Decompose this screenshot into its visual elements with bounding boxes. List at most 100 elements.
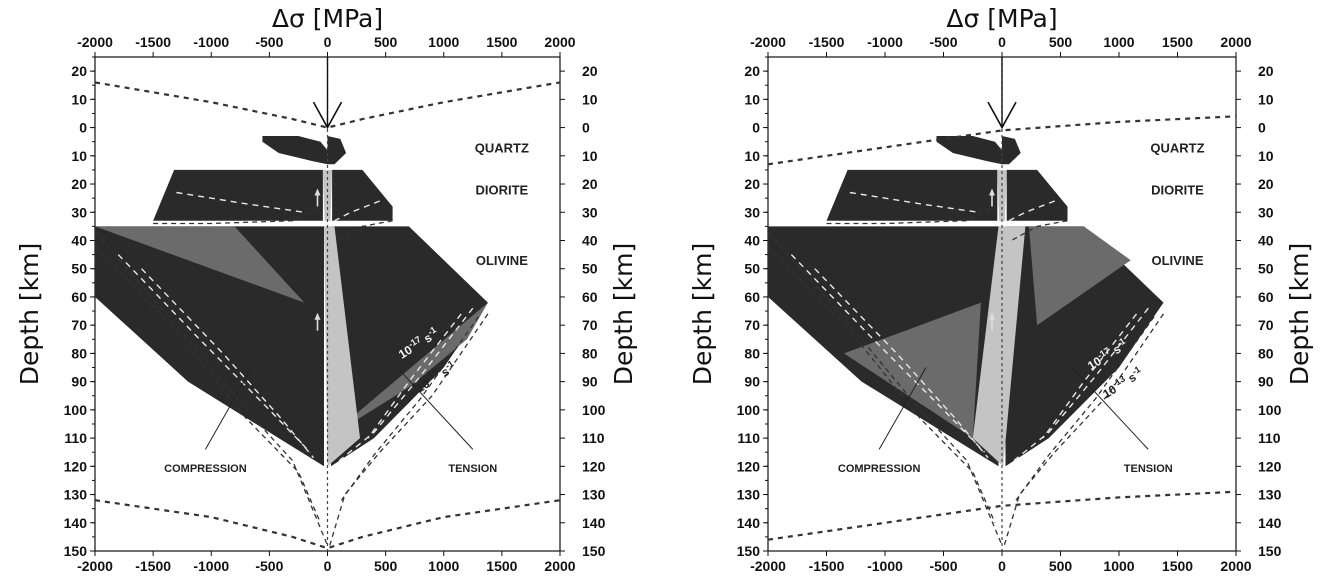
y-tick-label-left: 60 xyxy=(744,289,760,305)
uplift-arrow-diorite-head xyxy=(314,188,321,196)
x-axis-title: Δσ [MPa] xyxy=(272,4,383,33)
y-tick-label-right: 40 xyxy=(1258,232,1274,248)
y-tick-label-right: 10 xyxy=(1258,91,1274,107)
y-axis-title-left: Depth [km] xyxy=(15,243,44,385)
panel-left: -2000 -2000 -1500 -1500 -1000 -1000 -500 -500 0 0… xyxy=(15,4,638,574)
x-tick-label-top: -1500 xyxy=(135,34,171,50)
x-tick-label-top: 2000 xyxy=(1220,34,1251,50)
y-tick-label-left: 140 xyxy=(64,515,88,531)
y-tick-label-right: 150 xyxy=(1258,543,1282,559)
x-tick-label-top: 500 xyxy=(1049,34,1073,50)
y-tick-label-left: 80 xyxy=(71,345,87,361)
olivine-neutral-wedge xyxy=(972,226,1026,467)
x-tick-label-top: -1000 xyxy=(193,34,229,50)
x-tick-label-top: 1000 xyxy=(428,34,459,50)
x-tick-label-bottom: 1000 xyxy=(1103,558,1134,574)
y-tick-label-left: 70 xyxy=(744,317,760,333)
x-tick-label-bottom: -2000 xyxy=(77,558,113,574)
diorite-envelope-compression xyxy=(826,206,996,225)
y-tick-label-left: 0 xyxy=(752,120,760,136)
quartz-tension-region xyxy=(327,136,347,165)
y-tick-label-right: 120 xyxy=(1258,458,1282,474)
diorite-envelope-compression-inner xyxy=(849,191,979,213)
olivine-compression-wedge xyxy=(95,226,305,303)
x-tick-label-bottom: -500 xyxy=(929,558,957,574)
y-tick-label-left: 80 xyxy=(744,345,760,361)
olivine-compression-wedge xyxy=(844,302,981,439)
y-tick-label-right: 70 xyxy=(582,317,598,333)
y-tick-label-right: 130 xyxy=(582,487,606,503)
y-tick-label-right: 30 xyxy=(582,204,598,220)
x-tick-label-top: 1500 xyxy=(486,34,517,50)
y-tick-label-right: 90 xyxy=(1258,374,1274,390)
olivine-neutral-wedge xyxy=(324,226,360,467)
tension-envelope-outer xyxy=(329,313,489,546)
label-compression: COMPRESSION xyxy=(164,463,247,475)
y-tick-label-left: 150 xyxy=(64,543,88,559)
x-tick-label-top: 2000 xyxy=(544,34,575,50)
y-axis-title-left: Depth [km] xyxy=(688,243,717,385)
x-tick-label-bottom: -2000 xyxy=(750,558,786,574)
y-tick-label-right: 10 xyxy=(582,91,598,107)
label-compression: COMPRESSION xyxy=(838,463,921,475)
x-tick-label-bottom: -500 xyxy=(255,558,283,574)
label-diorite: DIORITE xyxy=(476,183,529,198)
x-tick-label-top: -2000 xyxy=(750,34,786,50)
y-tick-label-left: 40 xyxy=(744,232,760,248)
y-tick-label-left: 50 xyxy=(744,261,760,277)
y-tick-label-left: 70 xyxy=(71,317,87,333)
tension-envelope-inner-2 xyxy=(1042,313,1138,439)
y-tick-label-left: 100 xyxy=(64,402,88,418)
label-quartz: QUARTZ xyxy=(475,140,529,155)
y-tick-label-left: 140 xyxy=(737,515,761,531)
y-tick-label-right: 60 xyxy=(582,289,598,305)
compression-envelope-inner-2 xyxy=(140,268,315,459)
x-tick-label-bottom: 1000 xyxy=(428,558,459,574)
diorite-compression-region xyxy=(153,169,323,221)
label-olivine: OLIVINE xyxy=(476,253,528,268)
y-tick-label-right: 20 xyxy=(1258,63,1274,79)
compression-envelope-outer xyxy=(767,231,1003,546)
uplift-arrow-diorite-head xyxy=(989,188,995,196)
x-tick-label-bottom: -1000 xyxy=(193,558,229,574)
y-tick-label-left: 10 xyxy=(744,91,760,107)
y-tick-label-left: 100 xyxy=(737,402,761,418)
tension-leader-line xyxy=(396,367,474,450)
y-tick-label-left: 20 xyxy=(744,63,760,79)
y-tick-label-right: 50 xyxy=(1258,261,1274,277)
x-tick-label-bottom: 1500 xyxy=(1162,558,1193,574)
y-tick-label-right: 60 xyxy=(1258,289,1274,305)
y-tick-label-right: 80 xyxy=(582,345,598,361)
x-tick-label-top: -500 xyxy=(255,34,283,50)
x-tick-label-bottom: 500 xyxy=(374,558,398,574)
x-tick-label-bottom: -1000 xyxy=(867,558,903,574)
y-tick-label-right: 90 xyxy=(582,374,598,390)
y-tick-label-left: 90 xyxy=(744,374,760,390)
y-tick-label-right: 30 xyxy=(1258,204,1274,220)
y-tick-label-right: 20 xyxy=(1258,176,1274,192)
diorite-envelope-compression-inner xyxy=(176,191,305,213)
y-tick-label-left: 10 xyxy=(71,91,87,107)
x-tick-label-bottom: 1500 xyxy=(486,558,517,574)
y-tick-label-right: 20 xyxy=(582,63,598,79)
uplift-arrow-olivine-head xyxy=(314,312,321,320)
x-tick-label-top: 500 xyxy=(374,34,398,50)
x-tick-label-bottom: 0 xyxy=(324,558,332,574)
x-tick-label-top: 1500 xyxy=(1162,34,1193,50)
y-tick-label-left: 10 xyxy=(71,148,87,164)
y-tick-label-right: 10 xyxy=(1258,148,1274,164)
label-tension: TENSION xyxy=(448,463,497,475)
strain-rate-slow-label: 10-17 s-1 xyxy=(395,324,441,361)
x-tick-label-bottom: 500 xyxy=(1049,558,1073,574)
compression-envelope-inner xyxy=(117,254,311,453)
strain-rate-fast-label: 10-13 s-1 xyxy=(1099,364,1145,401)
y-axis-title-right: Depth [km] xyxy=(609,243,638,385)
y-tick-label-right: 140 xyxy=(582,515,606,531)
x-tick-label-bottom: -1500 xyxy=(809,558,845,574)
x-tick-label-top: -2000 xyxy=(77,34,113,50)
x-axis-title: Δσ [MPa] xyxy=(946,4,1057,33)
x-tick-label-bottom: 2000 xyxy=(544,558,575,574)
olivine-tension-wedge xyxy=(327,302,488,439)
x-tick-label-top: -1500 xyxy=(809,34,845,50)
